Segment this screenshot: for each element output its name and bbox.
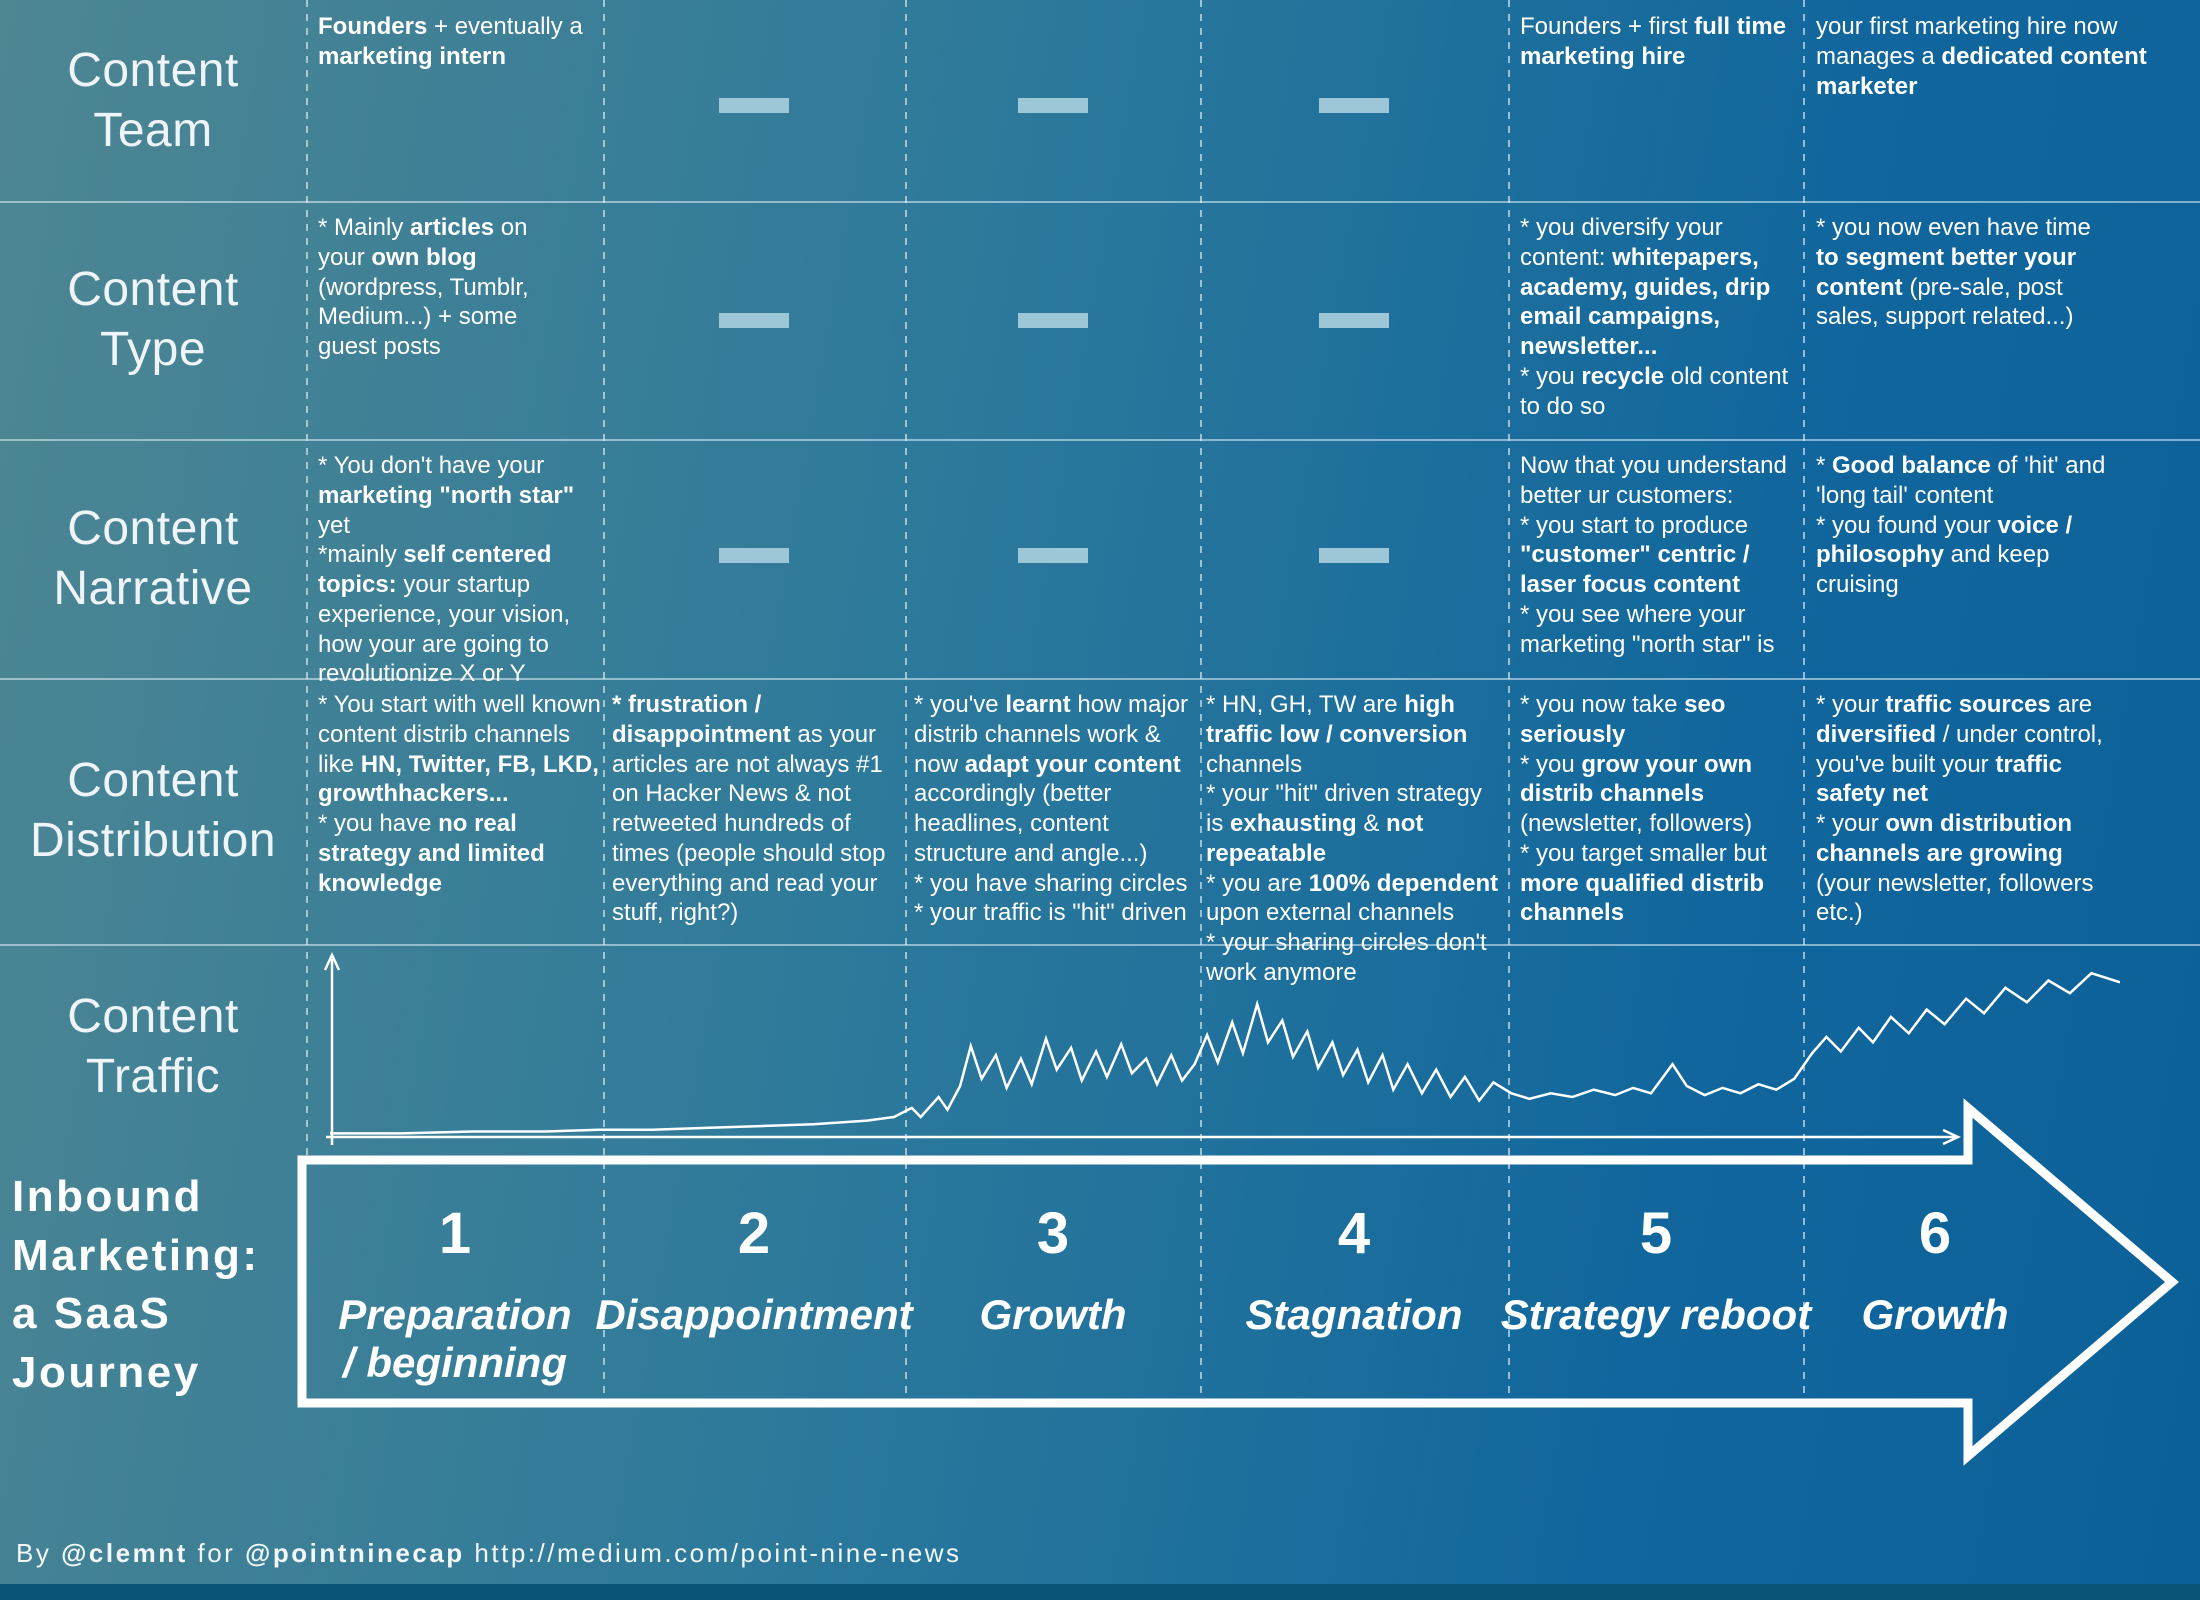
ditto-mark	[1319, 313, 1389, 328]
stage-3: 3 Growth	[873, 1205, 1233, 1339]
footer-url-link[interactable]: http://medium.com/point-nine-news	[474, 1538, 962, 1568]
cell-distribution-stage5: * you now take seo seriously * you grow …	[1520, 691, 1771, 927]
cell-type-stage5: * you diversify your content: whitepaper…	[1520, 214, 1795, 420]
row-label-text: Content Type	[67, 263, 239, 376]
footer-org-handle: @pointninecap	[245, 1538, 465, 1568]
stage-name: Growth	[979, 1291, 1127, 1338]
cell-team-stage1: Founders + eventually a marketing intern	[318, 13, 590, 70]
stage-name: Growth	[1861, 1291, 2009, 1338]
cell-distribution-stage4: * HN, GH, TW are high traffic low / conv…	[1206, 691, 1499, 986]
traffic-x-axis-arrowhead	[1942, 1128, 1961, 1146]
cell-distribution-stage3: * you've learnt how major distrib channe…	[914, 691, 1195, 927]
stage-number: 5	[1639, 1201, 1673, 1266]
ditto-mark	[1319, 98, 1389, 113]
row-label-content-traffic: Content Traffic	[0, 944, 306, 1150]
stage-name: Preparation / beginning	[338, 1291, 572, 1387]
row-label-text: Content Team	[67, 43, 239, 157]
row-label-content-distribution: Content Distribution	[0, 678, 306, 944]
traffic-line	[330, 971, 2120, 1135]
row-label-content-team: Content Team	[0, 0, 306, 201]
cell-type-stage1: * Mainly articles on your own blog (word…	[318, 214, 536, 360]
stage-number: 2	[737, 1201, 771, 1266]
cell-distribution-stage1: * You start with well known content dist…	[318, 691, 608, 897]
cell-team-stage5: Founders + first full time marketing hir…	[1520, 13, 1793, 70]
stage-number: 6	[1918, 1201, 1952, 1266]
ditto-mark	[1018, 313, 1088, 328]
stage-1: 1 Preparation / beginning	[275, 1205, 635, 1388]
cell-distribution-stage6: * your traffic sources are diversified /…	[1816, 691, 2110, 927]
stage-name: Stagnation	[1245, 1291, 1463, 1338]
cell-narrative-stage5: Now that you understand better ur custom…	[1520, 452, 1787, 658]
row-divider-3	[0, 678, 2200, 680]
row-divider-1	[0, 201, 2200, 203]
row-label-text: Content Narrative	[53, 501, 253, 615]
stage-4: 4 Stagnation	[1174, 1205, 1534, 1339]
stage-name: Strategy reboot	[1500, 1291, 1812, 1338]
cell-type-stage6: * you now even have time to segment bett…	[1816, 214, 2098, 331]
ditto-mark	[1319, 548, 1389, 563]
footer-author-handle: @clemnt	[61, 1538, 188, 1568]
row-label-text: Content Traffic	[67, 990, 239, 1103]
column-divider-4	[1200, 0, 1202, 1403]
ditto-mark	[1018, 548, 1088, 563]
column-divider-6	[1803, 0, 1805, 1403]
stage-number: 1	[438, 1201, 472, 1266]
column-divider-5	[1508, 0, 1510, 1403]
ditto-mark	[719, 548, 789, 563]
page-title: Inbound Marketing: a SaaS Journey	[12, 1172, 260, 1397]
column-divider-1	[306, 0, 308, 1160]
cell-narrative-stage6: * Good balance of 'hit' and 'long tail' …	[1816, 452, 2106, 598]
footer-credit: By @clemnt for @pointninecap http://medi…	[16, 1538, 962, 1569]
row-divider-2	[0, 439, 2200, 441]
stage-number: 3	[1036, 1201, 1070, 1266]
bottom-accent-strip	[0, 1584, 2200, 1600]
column-divider-2	[603, 0, 605, 1403]
footer-for: for	[197, 1538, 236, 1568]
stage-2: 2 Disappointment	[574, 1205, 934, 1339]
stage-number: 4	[1337, 1201, 1371, 1266]
ditto-mark	[1018, 98, 1088, 113]
row-label-text: Content Distribution	[29, 754, 277, 867]
column-divider-3	[905, 0, 907, 1403]
traffic-y-axis-arrowhead	[323, 952, 341, 971]
stage-6: 6 Growth	[1755, 1205, 2115, 1339]
cell-team-stage6: your first marketing hire now manages a …	[1816, 13, 2154, 100]
row-label-content-type: Content Type	[0, 201, 306, 439]
cell-distribution-stage2: * frustration / disappointment as your a…	[612, 691, 893, 927]
ditto-mark	[719, 313, 789, 328]
ditto-mark	[719, 98, 789, 113]
stage-5: 5 Strategy reboot	[1476, 1205, 1836, 1339]
cell-narrative-stage1: * You don't have your marketing "north s…	[318, 452, 577, 688]
stage-name: Disappointment	[595, 1291, 913, 1338]
footer-by: By	[16, 1538, 52, 1568]
row-divider-4	[0, 944, 2200, 946]
row-label-content-narrative: Content Narrative	[0, 439, 306, 678]
